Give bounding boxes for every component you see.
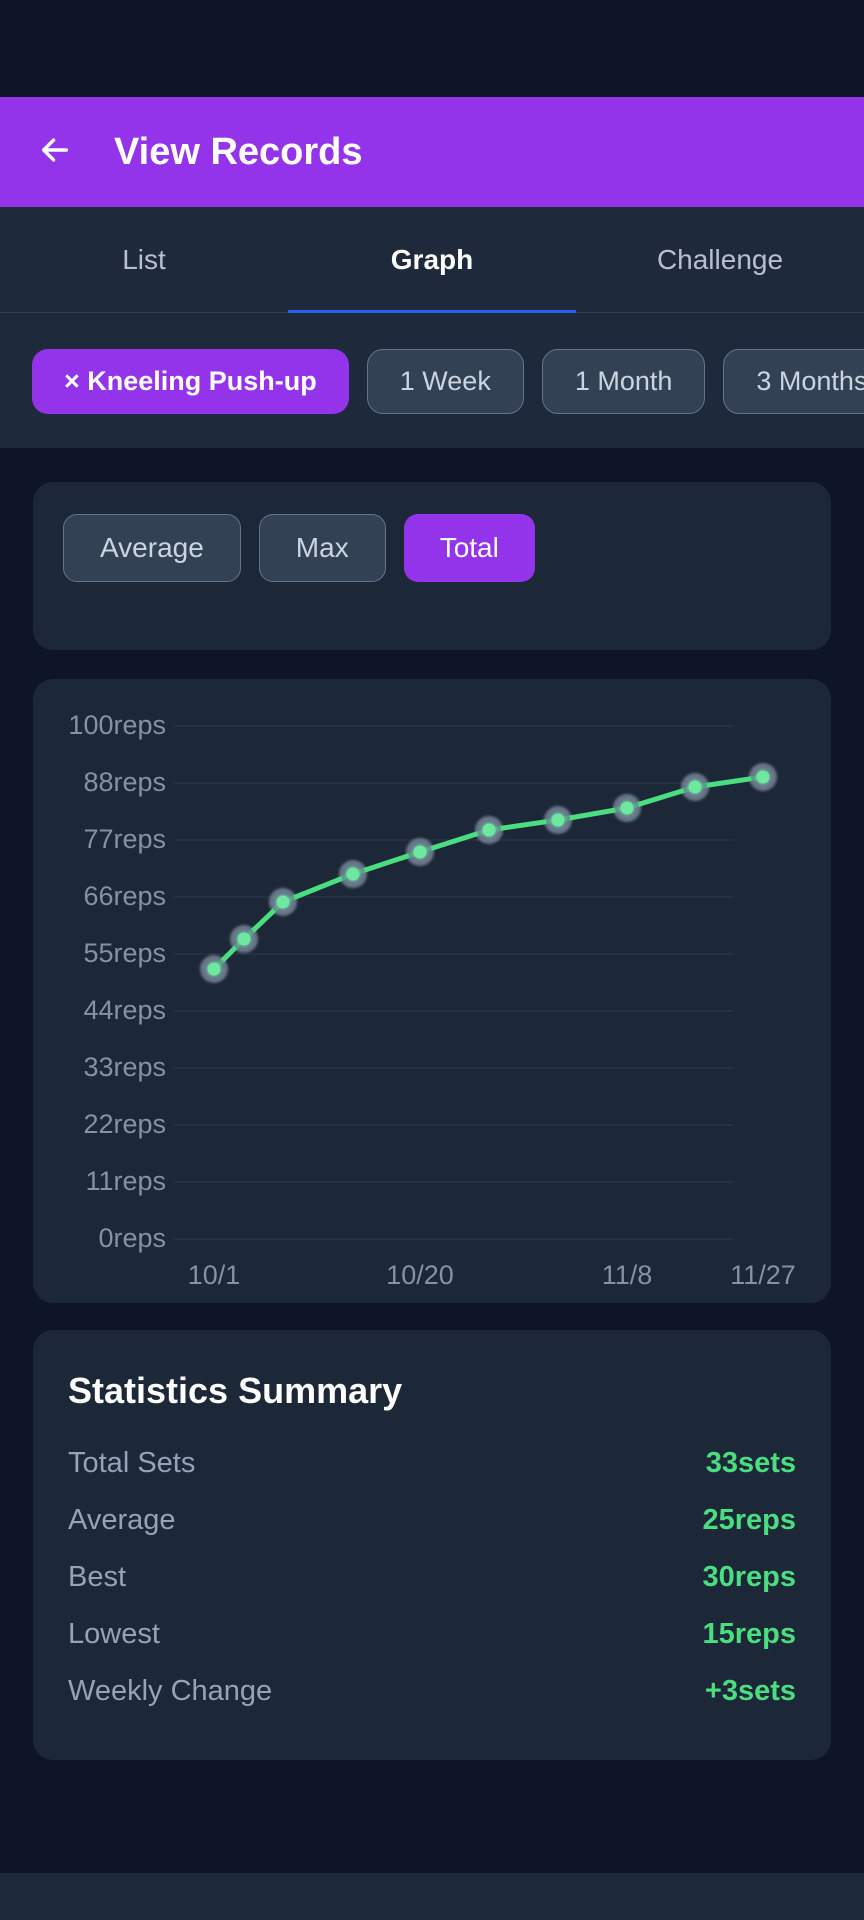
svg-text:0reps: 0reps xyxy=(98,1223,166,1253)
svg-text:22reps: 22reps xyxy=(83,1109,166,1139)
svg-text:33reps: 33reps xyxy=(83,1052,166,1082)
svg-text:55reps: 55reps xyxy=(83,938,166,968)
svg-text:11/27: 11/27 xyxy=(730,1260,796,1290)
svg-text:77reps: 77reps xyxy=(83,824,166,854)
svg-text:100reps: 100reps xyxy=(68,710,166,740)
svg-text:10/1: 10/1 xyxy=(188,1260,241,1290)
svg-text:11reps: 11reps xyxy=(85,1166,166,1196)
svg-text:88reps: 88reps xyxy=(83,767,166,797)
svg-text:66reps: 66reps xyxy=(83,881,166,911)
svg-text:11/8: 11/8 xyxy=(602,1260,653,1290)
svg-text:44reps: 44reps xyxy=(83,995,166,1025)
svg-text:10/20: 10/20 xyxy=(386,1260,454,1290)
